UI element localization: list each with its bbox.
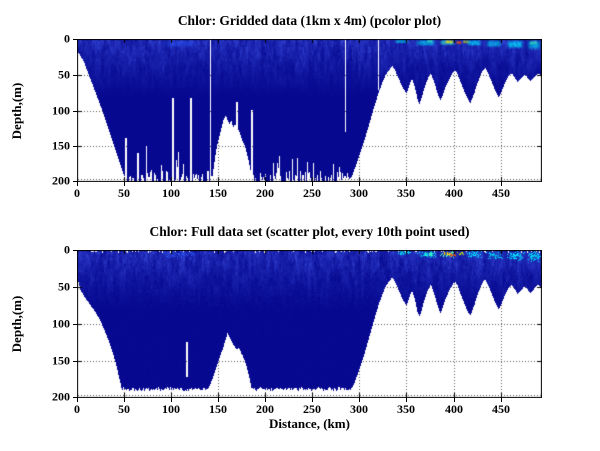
x-tick-label: 150 <box>209 186 227 200</box>
x-tick-label: 250 <box>303 402 321 416</box>
x-axis-tick <box>171 398 172 402</box>
x-axis-tick <box>406 182 407 186</box>
x-tick-label: 300 <box>350 186 368 200</box>
top-plot-title: Chlor: Gridded data (1km x 4m) (pcolor p… <box>177 13 442 28</box>
y-tick-label: 200 <box>52 173 70 188</box>
y-axis-tick <box>73 39 77 40</box>
y-tick-label: 50 <box>58 279 70 294</box>
x-axis-tick <box>501 182 502 186</box>
x-axis-tick <box>218 182 219 186</box>
x-axis-label: Distance, (km) <box>269 416 350 431</box>
y-tick-label: 0 <box>64 31 70 46</box>
x-axis-tick <box>218 398 219 402</box>
x-axis-tick <box>312 182 313 186</box>
x-axis-tick <box>77 182 78 186</box>
y-axis-tick <box>73 324 77 325</box>
y-axis-tick <box>73 181 77 182</box>
top-plot-ylabel: Depth,(m) <box>9 82 24 139</box>
x-axis-tick <box>406 398 407 402</box>
x-axis-tick <box>265 398 266 402</box>
bottom-plot-ylabel: Depth,(m) <box>9 295 24 353</box>
x-tick-label: 450 <box>492 186 510 200</box>
x-tick-label: 350 <box>397 186 415 200</box>
x-tick-label: 150 <box>209 402 227 416</box>
x-axis-tick <box>454 182 455 186</box>
y-axis-tick <box>73 361 77 362</box>
x-tick-label: 50 <box>118 186 130 200</box>
x-tick-label: 450 <box>492 402 510 416</box>
x-axis-tick <box>359 182 360 186</box>
x-axis-tick <box>124 182 125 186</box>
x-axis-tick <box>454 398 455 402</box>
y-tick-label: 100 <box>52 316 70 331</box>
y-axis-tick <box>73 146 77 147</box>
y-axis-tick <box>73 397 77 398</box>
x-tick-label: 0 <box>74 186 80 200</box>
x-tick-label: 300 <box>350 402 368 416</box>
y-axis-tick <box>73 75 77 76</box>
x-tick-label: 250 <box>303 186 321 200</box>
x-axis-tick <box>171 182 172 186</box>
y-tick-label: 200 <box>52 389 70 404</box>
x-tick-label: 200 <box>256 402 274 416</box>
y-axis-tick <box>73 111 77 112</box>
x-tick-label: 0 <box>74 402 80 416</box>
y-axis-tick <box>73 287 77 288</box>
y-tick-label: 100 <box>52 103 70 118</box>
x-tick-label: 200 <box>256 186 274 200</box>
x-axis-tick <box>501 398 502 402</box>
x-axis-tick <box>265 182 266 186</box>
x-tick-label: 400 <box>445 186 463 200</box>
x-axis-tick <box>77 398 78 402</box>
bottom-plot-area <box>77 250 542 398</box>
x-tick-label: 400 <box>445 402 463 416</box>
top-plot-area <box>77 39 542 182</box>
x-tick-label: 50 <box>118 402 130 416</box>
x-tick-label: 350 <box>397 402 415 416</box>
y-tick-label: 0 <box>64 242 70 257</box>
y-tick-label: 50 <box>58 67 70 82</box>
x-tick-label: 100 <box>162 402 180 416</box>
y-tick-label: 150 <box>52 353 70 368</box>
x-axis-tick <box>312 398 313 402</box>
x-tick-label: 100 <box>162 186 180 200</box>
x-axis-tick <box>124 398 125 402</box>
x-axis-tick <box>359 398 360 402</box>
bottom-plot-title: Chlor: Full data set (scatter plot, ever… <box>149 224 470 239</box>
y-tick-label: 150 <box>52 138 70 153</box>
y-axis-tick <box>73 250 77 251</box>
